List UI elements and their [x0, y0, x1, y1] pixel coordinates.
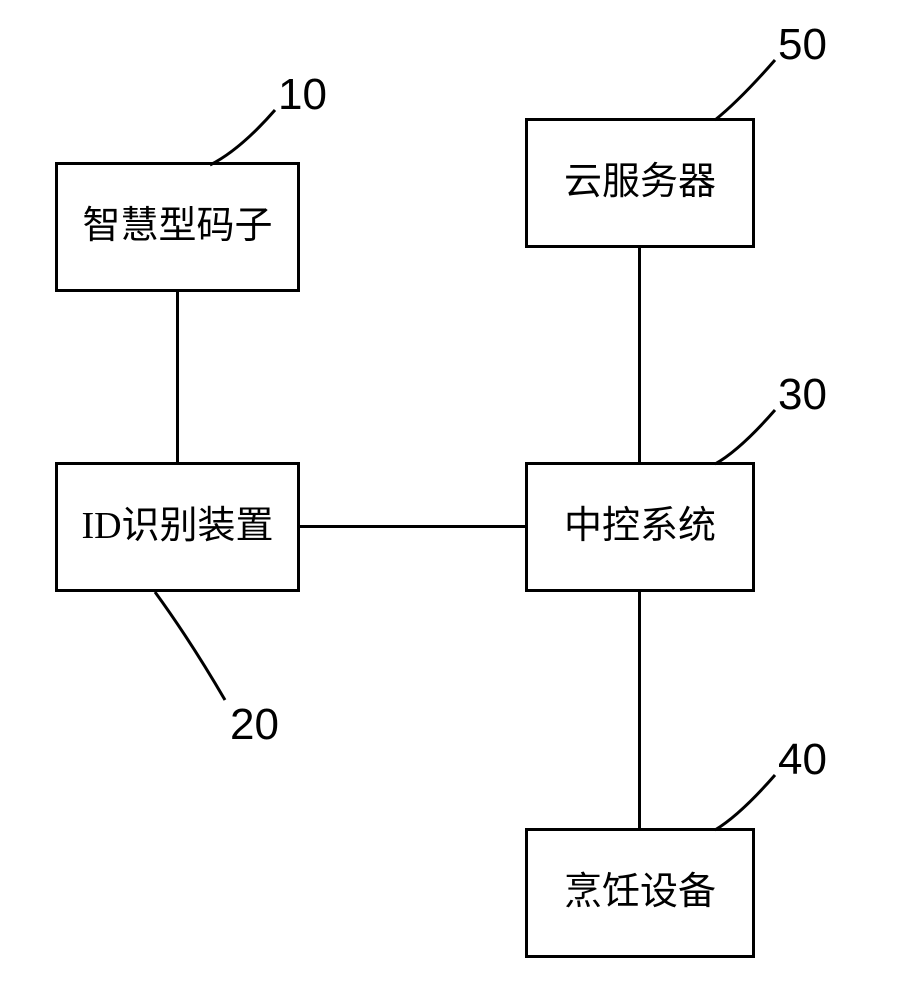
leader-50 — [0, 0, 899, 1000]
